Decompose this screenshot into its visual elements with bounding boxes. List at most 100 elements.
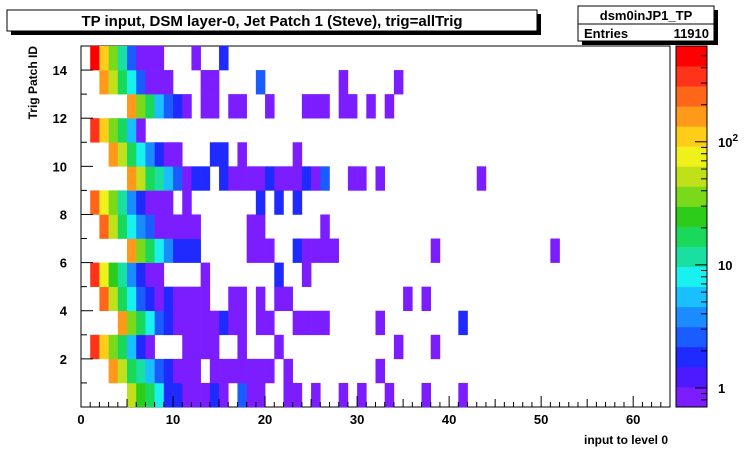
colorbar-swatch [676, 126, 707, 147]
colorbar-swatch [676, 346, 707, 368]
y-tick-label: 12 [53, 111, 67, 126]
heatmap-cell [145, 310, 155, 336]
heatmap-cell [173, 358, 183, 384]
heatmap-cell [200, 262, 211, 287]
x-tick-label: 0 [77, 412, 84, 427]
heatmap-cell [117, 358, 128, 384]
heatmap-cells [90, 46, 560, 408]
heatmap-cell [108, 118, 119, 143]
heatmap-cell [99, 70, 109, 95]
heatmap-cell [228, 286, 238, 312]
heatmap-cell [476, 166, 487, 191]
heatmap-cell [421, 382, 432, 408]
heatmap-cell [136, 94, 146, 119]
heatmap-cell [127, 214, 137, 239]
heatmap-cell [127, 94, 137, 119]
colorbar-swatch [676, 146, 707, 167]
heatmap-cell [163, 190, 174, 215]
heatmap-cell [163, 70, 174, 95]
heatmap-cell [108, 46, 119, 71]
heatmap-cell [90, 262, 100, 287]
heatmap-cell [154, 46, 165, 71]
heatmap-cell [191, 382, 201, 408]
y-tick-label: 8 [60, 207, 67, 222]
heatmap-cell [191, 286, 201, 312]
heatmap-cell [117, 142, 128, 167]
heatmap-cell [237, 286, 247, 312]
heatmap-cell [255, 238, 266, 263]
colorbar-swatch [676, 206, 707, 227]
heatmap-cell [209, 142, 220, 167]
heatmap-cell [311, 382, 321, 408]
heatmap-cell [191, 310, 201, 336]
heatmap-cell [145, 190, 155, 215]
heatmap-cell [173, 310, 183, 336]
heatmap-cell [550, 238, 560, 263]
heatmap-cell [320, 310, 330, 336]
heatmap-cell [145, 286, 155, 312]
heatmap-cell [274, 262, 284, 287]
heatmap-cell [255, 166, 266, 191]
heatmap-cell [127, 238, 137, 263]
heatmap-cell [136, 334, 146, 360]
heatmap-cell [182, 166, 192, 191]
heatmap-cell [255, 190, 266, 215]
heatmap-cell [292, 142, 303, 167]
heatmap-cell [191, 238, 201, 263]
heatmap-cell [246, 382, 257, 408]
heatmap-cell [127, 358, 137, 384]
heatmap-cell [311, 94, 321, 119]
stats-name: dsm0inJP1_TP [600, 8, 693, 23]
heatmap-cell [283, 166, 293, 191]
chart-title: TP input, DSM layer-0, Jet Patch 1 (Stev… [81, 13, 462, 30]
heatmap-cell [301, 262, 312, 287]
heatmap-cell [219, 166, 229, 191]
x-tick-label: 60 [626, 412, 640, 427]
heatmap-cell [90, 334, 100, 360]
heatmap-cell [228, 94, 238, 119]
heatmap-cell [292, 238, 303, 263]
heatmap-cell [145, 382, 155, 408]
heatmap-cell [292, 310, 303, 336]
heatmap-cell [200, 286, 211, 312]
heatmap-cell [200, 94, 211, 119]
heatmap-cell [182, 238, 192, 263]
heatmap-cell [127, 70, 137, 95]
x-tick-label: 20 [258, 412, 272, 427]
heatmap-cell [265, 310, 275, 336]
heatmap-cell [90, 190, 100, 215]
y-tick-label: 4 [60, 304, 68, 319]
heatmap-cell [136, 382, 146, 408]
heatmap-cell [127, 262, 137, 287]
heatmap-cell [173, 238, 183, 263]
colorbar-frame [675, 45, 708, 408]
heatmap-cell [136, 238, 146, 263]
heatmap-cell [265, 358, 275, 384]
heatmap-cell [182, 310, 192, 336]
stats-entries-value: 11910 [674, 26, 709, 41]
heatmap-cell [338, 382, 349, 408]
heatmap-cell [145, 166, 155, 191]
heatmap-cell [108, 142, 119, 167]
heatmap-cell [219, 358, 229, 384]
heatmap-cell [265, 238, 275, 263]
x-tick-label: 40 [442, 412, 456, 427]
heatmap-cell [145, 70, 155, 95]
heatmap-cell [145, 94, 155, 119]
colorbar-swatch [676, 306, 707, 328]
heatmap-cell [246, 238, 257, 263]
heatmap-cell [117, 70, 128, 95]
heatmap-cell [311, 310, 321, 336]
stats-entries-label: Entries [584, 26, 628, 41]
heatmap-cell [237, 310, 247, 336]
heatmap-cell [320, 94, 330, 119]
heatmap-cell [255, 214, 266, 239]
heatmap-cell [117, 286, 128, 312]
heatmap-cell [430, 238, 441, 263]
heatmap-cell [255, 286, 266, 312]
heatmap-cell [136, 214, 146, 239]
heatmap-cell [421, 286, 432, 312]
heatmap-cell [191, 358, 201, 384]
heatmap-cell [393, 70, 404, 95]
heatmap-cell [145, 358, 155, 384]
